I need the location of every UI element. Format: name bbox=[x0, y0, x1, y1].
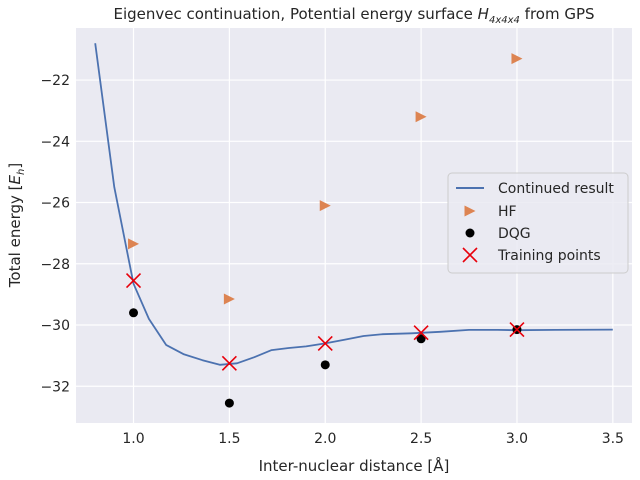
y-tick-label: −30 bbox=[40, 318, 70, 334]
chart-title: Eigenvec continuation, Potential energy … bbox=[113, 5, 594, 26]
legend-swatch-dqg bbox=[465, 228, 475, 238]
training-point bbox=[413, 325, 429, 341]
legend: Continued result HF DQG Training points bbox=[447, 172, 629, 274]
x-tick-label: 1.5 bbox=[218, 431, 240, 447]
legend-swatch-training bbox=[462, 247, 478, 263]
hf-point bbox=[223, 293, 235, 305]
training-point bbox=[317, 335, 333, 351]
dqg-point bbox=[416, 334, 426, 344]
x-tick-label: 2.5 bbox=[410, 431, 432, 447]
dqg-point bbox=[320, 360, 330, 370]
y-tick-labels: −32 −30 −28 −26 −24 −22 bbox=[40, 73, 70, 395]
training-point bbox=[509, 322, 525, 338]
title-subscript: 4x4x4 bbox=[489, 15, 520, 26]
x-tick-label: 3.5 bbox=[602, 431, 624, 447]
y-tick-label: −28 bbox=[40, 257, 70, 273]
y-tick-label: −32 bbox=[40, 379, 70, 395]
dqg-point bbox=[129, 308, 139, 318]
training-point bbox=[221, 355, 237, 371]
hf-point bbox=[511, 53, 523, 65]
legend-label-hf: HF bbox=[498, 204, 517, 220]
legend-box bbox=[447, 172, 629, 274]
dqg-point bbox=[224, 398, 234, 408]
y-tick-label: −26 bbox=[40, 196, 70, 212]
x-tick-label: 3.0 bbox=[506, 431, 528, 447]
y-tick-label: −22 bbox=[40, 73, 70, 89]
y-tick-label: −24 bbox=[40, 134, 70, 150]
title-symbol: H bbox=[478, 5, 489, 23]
legend-label-continued: Continued result bbox=[498, 181, 614, 197]
hf-point bbox=[128, 238, 140, 250]
legend-label-training: Training points bbox=[497, 248, 601, 264]
legend-label-dqg: DQG bbox=[498, 226, 531, 242]
x-tick-label: 1.0 bbox=[122, 431, 144, 447]
x-axis-label: Inter-nuclear distance [Å] bbox=[259, 456, 450, 475]
hf-point bbox=[319, 200, 331, 212]
chart-marks bbox=[94, 43, 613, 408]
x-tick-labels: 1.0 1.5 2.0 2.5 3.0 3.5 bbox=[122, 431, 624, 447]
continued-result-line bbox=[94, 43, 613, 366]
training-point bbox=[125, 273, 142, 289]
y-axis-label: Total energy [Eh] bbox=[6, 163, 27, 288]
hf-point bbox=[415, 111, 427, 123]
x-tick-label: 2.0 bbox=[314, 431, 336, 447]
legend-swatch-hf bbox=[464, 205, 476, 217]
